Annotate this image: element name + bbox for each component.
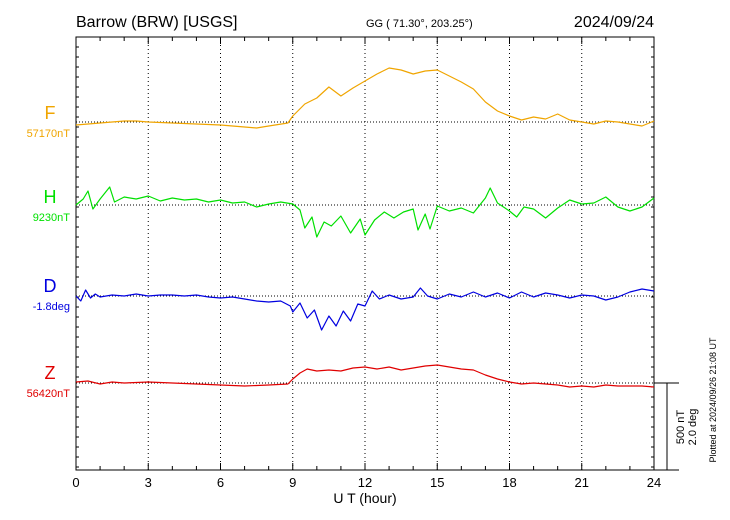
x-tick-label: 24 <box>647 475 661 490</box>
series-name-z: Z <box>45 363 56 383</box>
station-title: Barrow (BRW) [USGS] <box>76 14 238 31</box>
plotted-at-note: Plotted at 2024/09/26 21:08 UT <box>708 337 718 463</box>
x-tick-label: 18 <box>502 475 516 490</box>
scale-label-nt: 500 nT <box>675 410 687 445</box>
series-baseline-z: 56420nT <box>27 388 71 400</box>
x-tick-labels: 0 3 6 9 12 15 18 21 24 <box>72 475 661 490</box>
x-tick-label: 3 <box>145 475 152 490</box>
series-baseline-d: -1.8deg <box>33 301 70 313</box>
series-name-f: F <box>45 103 56 123</box>
x-tick-label: 9 <box>289 475 296 490</box>
x-tick-label: 12 <box>358 475 372 490</box>
x-tick-label: 0 <box>72 475 79 490</box>
plot-date: 2024/09/24 <box>574 14 654 31</box>
x-tick-label: 6 <box>217 475 224 490</box>
x-axis-label: U T (hour) <box>333 490 396 506</box>
vertical-grid <box>148 37 582 470</box>
series-lines <box>76 68 654 387</box>
series-baseline-h: 9230nT <box>33 212 71 224</box>
series-name-h: H <box>44 187 57 207</box>
station-coords: GG ( 71.30°, 203.25°) <box>366 18 473 30</box>
series-labels: F 57170nT H 9230nT D -1.8deg Z 56420nT <box>27 103 71 400</box>
x-tick-label: 21 <box>575 475 589 490</box>
series-line-z <box>76 365 654 387</box>
series-name-d: D <box>44 276 57 296</box>
series-baseline-f: 57170nT <box>27 128 71 140</box>
x-tick-label: 15 <box>430 475 444 490</box>
scale-label-deg: 2.0 deg <box>687 409 699 446</box>
